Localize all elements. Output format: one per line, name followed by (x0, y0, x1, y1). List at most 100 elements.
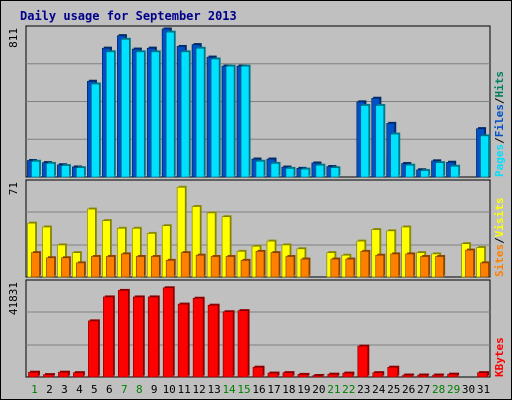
sites-bar (435, 256, 444, 278)
kbytes-bar-shadow (419, 373, 430, 376)
kbytes-bar (357, 345, 369, 378)
sites-bar (61, 257, 70, 278)
pages-bar (315, 164, 325, 178)
kbytes-bar (342, 372, 354, 378)
day-label: 5 (91, 383, 98, 396)
pages-bar (106, 51, 115, 178)
day-label: 24 (372, 383, 386, 396)
kbytes-bar (297, 374, 309, 378)
kbytes-bar (132, 296, 144, 378)
pages-bar (330, 167, 340, 178)
series-legend-label: KBytes (493, 337, 506, 377)
pages-bar (150, 51, 160, 178)
kbytes-bar (88, 320, 99, 378)
pages-bar (375, 105, 385, 178)
day-label: 18 (282, 383, 295, 396)
pages-bar (195, 47, 205, 178)
kbytes-bar (73, 372, 84, 378)
kbytes-bar (147, 296, 159, 378)
day-label: 13 (207, 383, 220, 396)
kbytes-bar (402, 374, 413, 378)
series-legend-label: Pages/Files/Hits (493, 71, 506, 177)
sites-bar (330, 258, 340, 278)
sites-bar (465, 249, 474, 278)
kbytes-bar (192, 297, 204, 378)
pages-bar (405, 164, 414, 178)
day-label: 10 (163, 383, 176, 396)
kbytes-bar (252, 366, 264, 378)
day-label: 6 (106, 383, 113, 396)
kbytes-bar (417, 374, 428, 378)
sites-bar (345, 258, 355, 278)
kbytes-bar (282, 372, 294, 378)
day-label: 22 (342, 383, 355, 396)
legend-visits: Visits (493, 198, 506, 238)
kbytes-bar (28, 371, 39, 378)
y-axis-max-label: 71 (7, 182, 20, 195)
kbytes-bar (447, 373, 458, 378)
day-label: 27 (417, 383, 430, 396)
chart-title: Daily usage for September 2013 (20, 9, 237, 23)
sites-bar (150, 256, 160, 278)
legend-kbytes: KBytes (493, 337, 506, 377)
sites-bar (210, 256, 220, 278)
day-label: 19 (297, 383, 310, 396)
pages-bar (435, 162, 444, 178)
day-axis-labels: 1 2 3 4 5 6 7 8 9 10 11 12 13 14 15 16 17 18 19 20 21 22 23 24 2… (31, 383, 490, 396)
kbytes-bar (177, 303, 189, 378)
sites-bar (480, 262, 489, 278)
day-label: 21 (327, 383, 340, 396)
sites-bar (135, 256, 145, 278)
sites-bar (360, 251, 370, 278)
pages-bar (420, 170, 429, 178)
sites-bar (165, 260, 175, 278)
pages-bar (360, 105, 370, 178)
series-legend-label: Sites/Visits (493, 198, 506, 278)
kbytes-bar-shadow (434, 373, 445, 376)
day-label: 29 (447, 383, 460, 396)
kbytes-bar-shadow (404, 373, 415, 376)
day-label: 16 (252, 383, 265, 396)
pages-bar (450, 165, 459, 178)
kbytes-bar (118, 290, 129, 378)
day-label: 20 (312, 383, 325, 396)
day-label: 2 (46, 383, 53, 396)
kbytes-bar (207, 304, 219, 378)
day-label: 28 (432, 383, 445, 396)
day-label: 12 (193, 383, 206, 396)
pages-bar (31, 160, 40, 178)
pages-bar (121, 39, 130, 178)
pages-bar (240, 65, 250, 178)
sites-bar (270, 252, 280, 278)
kbytes-bar (372, 372, 384, 378)
pages-bar (76, 167, 85, 178)
legend-separator: / (493, 237, 506, 244)
y-axis-max-label: 41831 (7, 282, 20, 315)
sites-bar (225, 256, 235, 278)
kbytes-bar (43, 374, 54, 378)
pages-bar (225, 65, 235, 178)
day-label: 15 (237, 383, 250, 396)
pages-bar (210, 58, 220, 178)
pages-bar (180, 51, 190, 178)
sites-bar (195, 254, 205, 278)
day-label: 31 (477, 383, 490, 396)
kbytes-bar (477, 372, 488, 378)
sites-bar (285, 256, 295, 278)
pages-bar (135, 51, 145, 178)
kbytes-bar (387, 366, 399, 378)
kbytes-bar (312, 375, 324, 378)
legend-separator: / (493, 97, 506, 104)
sites-bar (300, 258, 310, 278)
kbytes-bar (432, 374, 443, 378)
sites-bar (91, 256, 100, 278)
legend-sites: Sites (493, 244, 506, 277)
kbytes-bar (327, 373, 339, 378)
kbytes-bar (267, 372, 279, 378)
pages-bar (46, 163, 55, 178)
pages-bar (390, 133, 400, 178)
legend-files: Files (493, 104, 506, 137)
y-axis-max-label: 811 (7, 28, 20, 48)
sites-bar (375, 254, 385, 278)
